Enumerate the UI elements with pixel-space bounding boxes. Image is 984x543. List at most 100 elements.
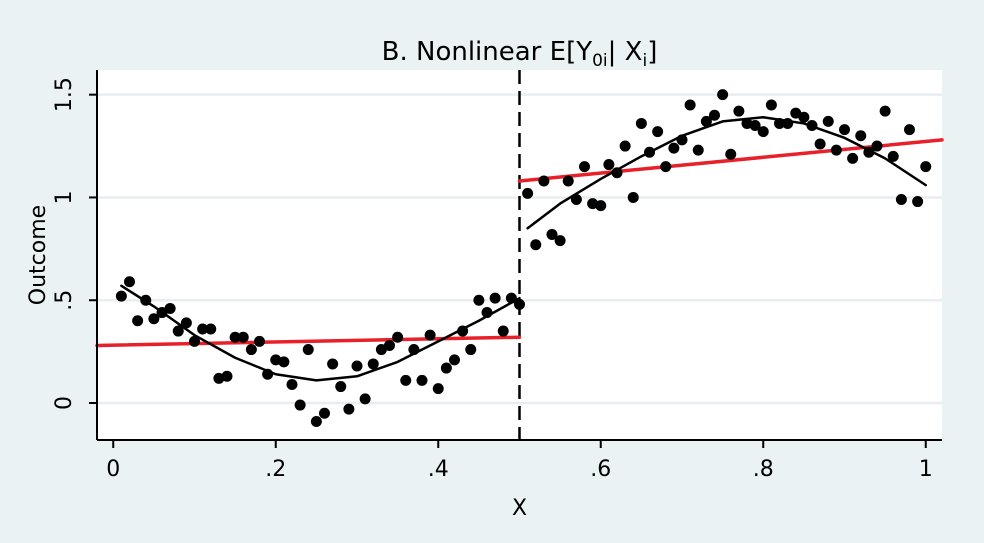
data-point [522, 187, 534, 199]
data-point [221, 370, 233, 382]
y-tick-label: .5 [52, 290, 77, 311]
data-point [262, 368, 274, 380]
data-point [733, 105, 745, 117]
data-point [660, 161, 672, 173]
data-point [871, 140, 883, 152]
y-tick-label: 0 [52, 396, 77, 410]
y-axis-title: Outcome [26, 205, 51, 305]
data-point [359, 393, 371, 405]
data-point [115, 290, 127, 302]
data-point [806, 120, 818, 131]
data-point [904, 124, 915, 136]
data-point [579, 161, 590, 173]
data-point [416, 374, 428, 386]
data-point [822, 115, 834, 127]
data-point [367, 358, 379, 370]
data-point [432, 383, 444, 395]
data-point [140, 294, 152, 306]
chart-title: B. Nonlinear E[Y0i| Xi] [382, 37, 658, 71]
data-point [847, 152, 859, 164]
x-tick-label: .4 [428, 457, 449, 482]
data-point [684, 99, 696, 111]
data-point [384, 339, 395, 351]
y-tick-label: 1.5 [52, 77, 77, 112]
scatter-points [115, 89, 932, 427]
data-point [652, 126, 664, 138]
data-point [302, 344, 314, 356]
data-point [237, 331, 249, 343]
data-point [189, 335, 200, 347]
title-mid: | X [608, 37, 643, 67]
data-point [863, 146, 875, 158]
data-point [343, 403, 355, 415]
data-point [489, 292, 501, 304]
data-point [294, 399, 306, 411]
data-point [554, 235, 566, 247]
data-point [124, 276, 135, 288]
data-point [229, 331, 241, 343]
smooth-fit-left [120, 284, 521, 382]
data-point [164, 302, 176, 314]
data-point [538, 175, 550, 187]
tick-labels: 0 .2 .4 .6 .8 1 0 .5 1 1.5 [52, 77, 933, 482]
data-point [814, 138, 826, 150]
data-point [156, 307, 168, 319]
axes [89, 70, 942, 448]
data-point [717, 89, 729, 101]
data-point [570, 194, 582, 205]
data-point [197, 323, 209, 335]
data-point [424, 329, 436, 341]
data-point [440, 362, 452, 374]
data-point [481, 307, 493, 319]
x-tick-label: .2 [265, 457, 286, 482]
data-point [790, 107, 802, 119]
data-point [473, 294, 485, 306]
data-point [514, 298, 525, 310]
data-point [603, 159, 615, 171]
x-axis-title: X [512, 496, 527, 521]
data-point [449, 354, 460, 366]
title-subscript-0i: 0i [592, 51, 608, 71]
data-point [286, 379, 298, 390]
data-point [392, 331, 404, 343]
data-point [644, 146, 655, 158]
data-point [895, 194, 907, 205]
data-point [855, 130, 867, 142]
data-point [757, 126, 769, 138]
data-point [912, 196, 924, 208]
x-tick-label: .6 [590, 457, 611, 482]
y-tick-label: 1 [52, 190, 77, 204]
title-subscript-i: i [642, 51, 647, 71]
data-point [457, 325, 469, 337]
data-point [335, 381, 347, 393]
data-point [148, 313, 160, 325]
data-point [611, 167, 623, 179]
data-point [765, 99, 777, 111]
x-tick-label: .8 [753, 457, 774, 482]
data-point [627, 191, 639, 203]
data-point [562, 175, 574, 187]
data-point [920, 161, 932, 173]
x-tick-label: 1 [919, 457, 933, 482]
data-point [887, 150, 899, 162]
data-point [839, 124, 850, 136]
data-point [505, 292, 517, 304]
data-point [709, 109, 720, 121]
smooth-fit-right [526, 116, 927, 230]
data-point [700, 115, 712, 127]
data-point [319, 407, 330, 419]
data-point [375, 344, 387, 356]
data-point [205, 323, 217, 335]
data-point [327, 358, 339, 370]
data-point [798, 111, 810, 123]
data-point [310, 416, 322, 427]
data-point [782, 117, 794, 129]
data-point [676, 134, 688, 146]
data-point [692, 144, 704, 156]
data-point [132, 315, 144, 327]
data-point [180, 317, 192, 329]
data-point [619, 140, 631, 152]
data-point [668, 142, 680, 154]
data-point [635, 117, 647, 129]
